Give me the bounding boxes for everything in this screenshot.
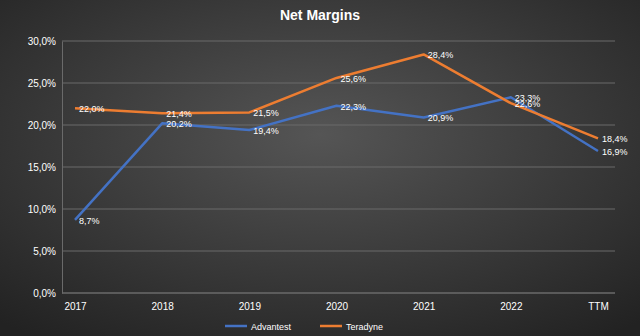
x-tick: 2020 — [326, 293, 349, 312]
y-tick: 0,0% — [33, 288, 62, 299]
y-tick-label: 30,0% — [28, 36, 56, 47]
x-tick-label: TTM — [588, 301, 609, 312]
y-tick: 30,0% — [28, 36, 62, 47]
data-label: 22,0% — [79, 104, 105, 114]
grid-line — [62, 167, 615, 168]
data-label: 21,5% — [253, 108, 279, 118]
x-tick-label: 2021 — [413, 301, 436, 312]
grid-line — [62, 125, 615, 126]
x-axis-line — [62, 293, 615, 294]
data-label: 20,2% — [166, 119, 192, 129]
grid-line — [62, 41, 615, 42]
data-label: 16,9% — [602, 147, 628, 157]
x-axis: 2017 2018 2019 2020 2021 2022 TTM — [62, 293, 615, 312]
y-axis: 0,0% 5,0% 10,0% 15,0% 20,0% 25,0% 30,0% — [28, 36, 63, 299]
grid-line — [62, 209, 615, 210]
legend-swatch — [225, 325, 247, 328]
plot-area — [75, 54, 598, 219]
y-tick-label: 5,0% — [33, 246, 56, 257]
legend-label: Advantest — [251, 322, 292, 332]
title: Net Margins — [280, 7, 360, 23]
grid-line — [62, 83, 615, 84]
legend: Advantest Teradyne — [225, 322, 383, 332]
x-tick-label: 2022 — [500, 301, 523, 312]
y-tick: 20,0% — [28, 120, 62, 131]
y-tick-label: 10,0% — [28, 204, 56, 215]
x-tick: 2017 — [64, 293, 87, 312]
x-tick: 2021 — [413, 293, 436, 312]
data-label: 21,4% — [166, 109, 192, 119]
x-tick: 2019 — [239, 293, 262, 312]
legend-label: Teradyne — [346, 322, 383, 332]
y-tick-label: 0,0% — [33, 288, 56, 299]
data-label: 8,7% — [79, 216, 100, 226]
x-tick-label: 2017 — [64, 301, 87, 312]
chart: Net Margins 0,0% 5,0% 10,0% 15,0% 20,0% 25,0% 3… — [0, 0, 640, 336]
x-tick-label: 2019 — [239, 301, 262, 312]
x-tick: TTM — [588, 293, 609, 312]
y-axis-line — [62, 42, 63, 294]
grid-line — [62, 251, 615, 252]
x-tick: 2018 — [152, 293, 175, 312]
grid-line — [62, 293, 615, 294]
x-tick: 2022 — [500, 293, 523, 312]
x-tick-label: 2018 — [152, 301, 175, 312]
data-label: 22,6% — [515, 99, 541, 109]
y-tick: 25,0% — [28, 78, 62, 89]
y-tick-label: 25,0% — [28, 78, 56, 89]
data-labels: 8,7%20,2%19,4%22,3%20,9%23,3%16,9%22,0%2… — [79, 50, 628, 225]
y-tick-label: 20,0% — [28, 120, 56, 131]
series-line — [75, 54, 598, 138]
y-tick-label: 15,0% — [28, 162, 56, 173]
background — [0, 0, 640, 336]
y-tick: 10,0% — [28, 204, 62, 215]
series-line — [75, 97, 598, 220]
grid — [62, 41, 615, 293]
data-label: 22,3% — [341, 102, 367, 112]
data-label: 18,4% — [602, 134, 628, 144]
data-label: 19,4% — [253, 126, 279, 136]
data-label: 20,9% — [428, 113, 454, 123]
legend-swatch — [320, 325, 342, 328]
x-tick-label: 2020 — [326, 301, 349, 312]
data-label: 25,6% — [341, 74, 367, 84]
y-tick: 15,0% — [28, 162, 62, 173]
data-label: 28,4% — [428, 50, 454, 60]
y-tick: 5,0% — [33, 246, 62, 257]
